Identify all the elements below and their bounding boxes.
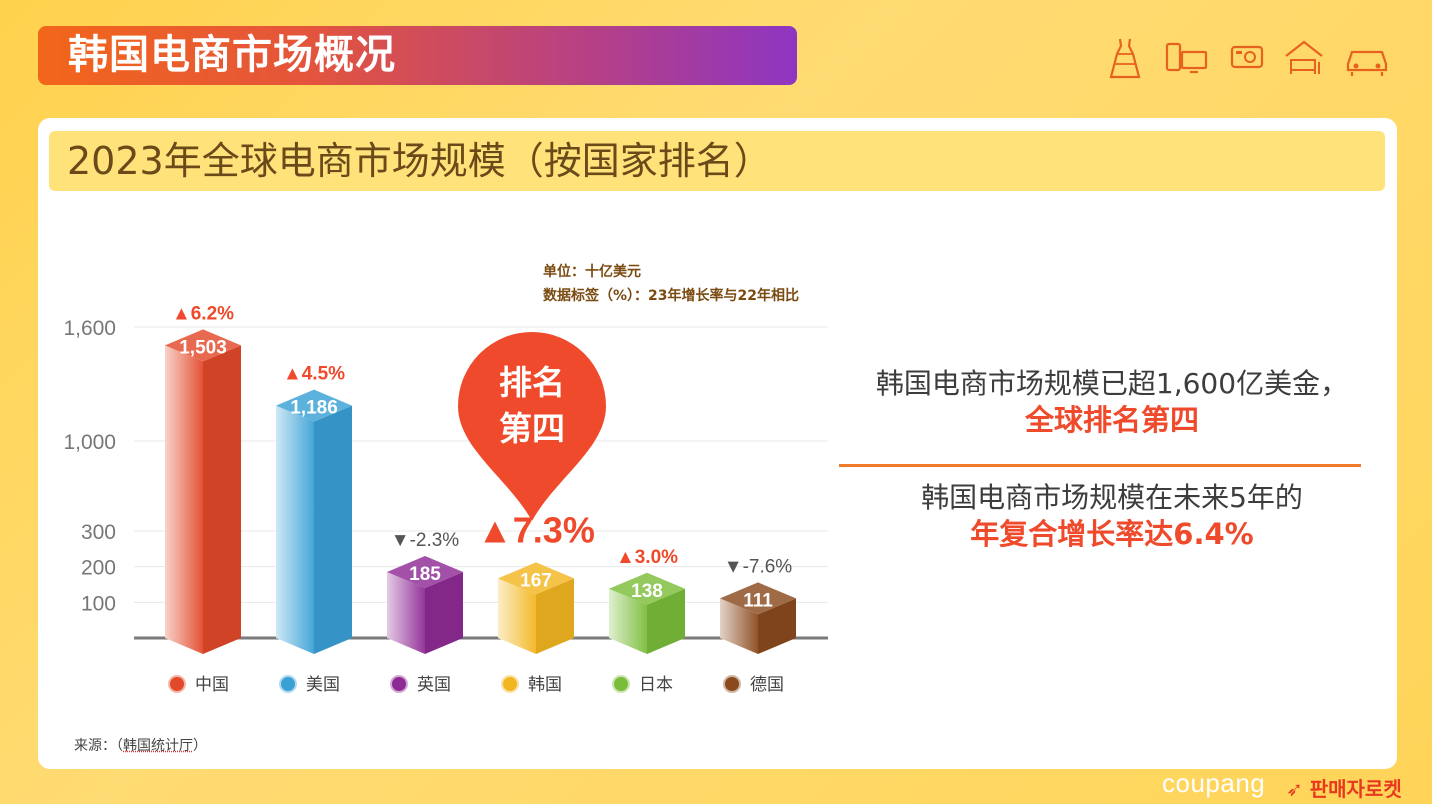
value-label: 138 bbox=[631, 581, 663, 602]
growth-label: ▼-2.3% bbox=[391, 530, 460, 551]
section-title: 2023年全球电商市场规模（按国家排名） bbox=[67, 139, 772, 183]
summary-block-2: 韩国电商市场规模在未来5年的 年复合增长率达6.4% bbox=[838, 480, 1386, 552]
growth-label: ▲7.3% bbox=[477, 509, 595, 550]
source-name: 韩国统计厅 bbox=[123, 738, 193, 754]
callout-line-2: 第四 bbox=[499, 409, 565, 448]
value-label: 111 bbox=[743, 590, 773, 611]
summary-block-1: 韩国电商市场规模已超1,600亿美金， 全球排名第四 bbox=[838, 366, 1386, 438]
growth-label: ▲6.2% bbox=[172, 303, 234, 324]
bar-right-face bbox=[758, 598, 796, 654]
chart-notes: 单位：十亿美元 数据标签（%）：23年增长率与22年相比 bbox=[543, 260, 799, 308]
legend-swatch-icon bbox=[723, 675, 741, 693]
bar-left-face bbox=[609, 588, 647, 654]
value-label: 185 bbox=[409, 564, 441, 585]
bar-right-face bbox=[647, 588, 685, 654]
legend-swatch-icon bbox=[279, 675, 297, 693]
bar: 185 ▼-2.3% bbox=[387, 530, 463, 654]
bar: 111 ▼-7.6% bbox=[720, 556, 796, 654]
bar-left-face bbox=[165, 345, 203, 654]
source-prefix: 来源：（ bbox=[74, 738, 123, 754]
coupang-logo: coupang bbox=[1162, 768, 1266, 798]
bar: 1,503 ▲6.2% bbox=[165, 303, 241, 654]
category-icons bbox=[1108, 36, 1394, 80]
bar: 1,186 ▲4.5% bbox=[276, 364, 352, 654]
legend-label: 德国 bbox=[750, 675, 784, 695]
bar-left-face bbox=[720, 598, 758, 654]
unit-note: 单位：十亿美元 bbox=[543, 264, 641, 280]
bar-top-face bbox=[498, 562, 574, 595]
camera-icon bbox=[1230, 45, 1264, 69]
bar-right-face bbox=[203, 345, 241, 654]
summary-divider bbox=[839, 464, 1361, 467]
bar-left-face bbox=[498, 578, 536, 654]
growth-label: ▲3.0% bbox=[616, 547, 678, 568]
dress-icon bbox=[1109, 38, 1141, 79]
devices-icon bbox=[1165, 42, 1208, 74]
summary-highlight-1: 全球排名第四 bbox=[1024, 403, 1199, 437]
bar-right-face bbox=[536, 578, 574, 654]
bar-right-face bbox=[425, 572, 463, 654]
content-card: 2023年全球电商市场规模（按国家排名） 单位：十亿美元 数据标签（%）：23年… bbox=[38, 118, 1397, 769]
bar: 138 ▲3.0% bbox=[609, 547, 685, 654]
callout-line-1: 排名 bbox=[499, 363, 565, 402]
legend-swatch-icon bbox=[390, 675, 408, 693]
title-bar: 韩国电商市场概况 bbox=[38, 26, 797, 85]
growth-label: ▲4.5% bbox=[283, 364, 345, 385]
legend-swatch-icon bbox=[612, 675, 630, 693]
legend-label: 中国 bbox=[195, 675, 229, 695]
bar-top-face bbox=[720, 582, 796, 615]
rocket-icon: ➶ bbox=[1286, 777, 1303, 801]
y-tick-label: 300 bbox=[81, 521, 116, 544]
summary-line-2: 韩国电商市场规模在未来5年的 bbox=[921, 481, 1303, 514]
footer-tagline-text: 판매자로켓 bbox=[1309, 777, 1402, 801]
legend-label: 美国 bbox=[306, 675, 340, 695]
growth-label: ▼-7.6% bbox=[724, 556, 793, 577]
bar-top-face bbox=[387, 556, 463, 589]
car-icon bbox=[1346, 50, 1388, 76]
rank-callout-pin bbox=[458, 332, 606, 521]
footer-tagline: ➶ 판매자로켓 bbox=[1286, 773, 1402, 802]
bar: 167 ▲7.3% bbox=[477, 509, 595, 654]
home-furniture-icon bbox=[1285, 40, 1323, 74]
summary-highlight-2: 年复合增长率达6.4% bbox=[970, 517, 1254, 551]
bar-top-face bbox=[609, 572, 685, 605]
y-tick-label: 100 bbox=[81, 592, 116, 615]
source-note: 来源：（韩国统计厅） bbox=[74, 735, 207, 755]
source-suffix: ） bbox=[193, 738, 207, 754]
section-banner: 2023年全球电商市场规模（按国家排名） bbox=[49, 131, 1385, 191]
label-note: 数据标签（%）：23年增长率与22年相比 bbox=[543, 288, 799, 304]
legend-label: 日本 bbox=[639, 675, 673, 695]
y-tick-label: 1,000 bbox=[63, 431, 116, 454]
bar-right-face bbox=[314, 405, 352, 654]
bar-left-face bbox=[276, 405, 314, 654]
y-tick-label: 200 bbox=[81, 557, 116, 580]
legend-swatch-icon bbox=[168, 675, 186, 693]
legend-swatch-icon bbox=[501, 675, 519, 693]
bar-left-face bbox=[387, 572, 425, 654]
bar-chart: 100 200 300 1,000 1,600 1,503 ▲6.2% 中国 1,186 ▲4.5… bbox=[63, 303, 828, 695]
bar-top-face bbox=[276, 389, 352, 422]
value-label: 1,186 bbox=[290, 398, 338, 419]
bar-top-face bbox=[165, 329, 241, 362]
summary-line-1: 韩国电商市场规模已超1,600亿美金， bbox=[875, 367, 1349, 400]
value-label: 167 bbox=[520, 570, 552, 591]
value-label: 1,503 bbox=[179, 337, 227, 358]
y-tick-label: 1,600 bbox=[63, 317, 116, 340]
legend-label: 英国 bbox=[417, 675, 451, 695]
legend-label: 韩国 bbox=[528, 675, 562, 695]
page-title: 韩国电商市场概况 bbox=[68, 32, 396, 78]
